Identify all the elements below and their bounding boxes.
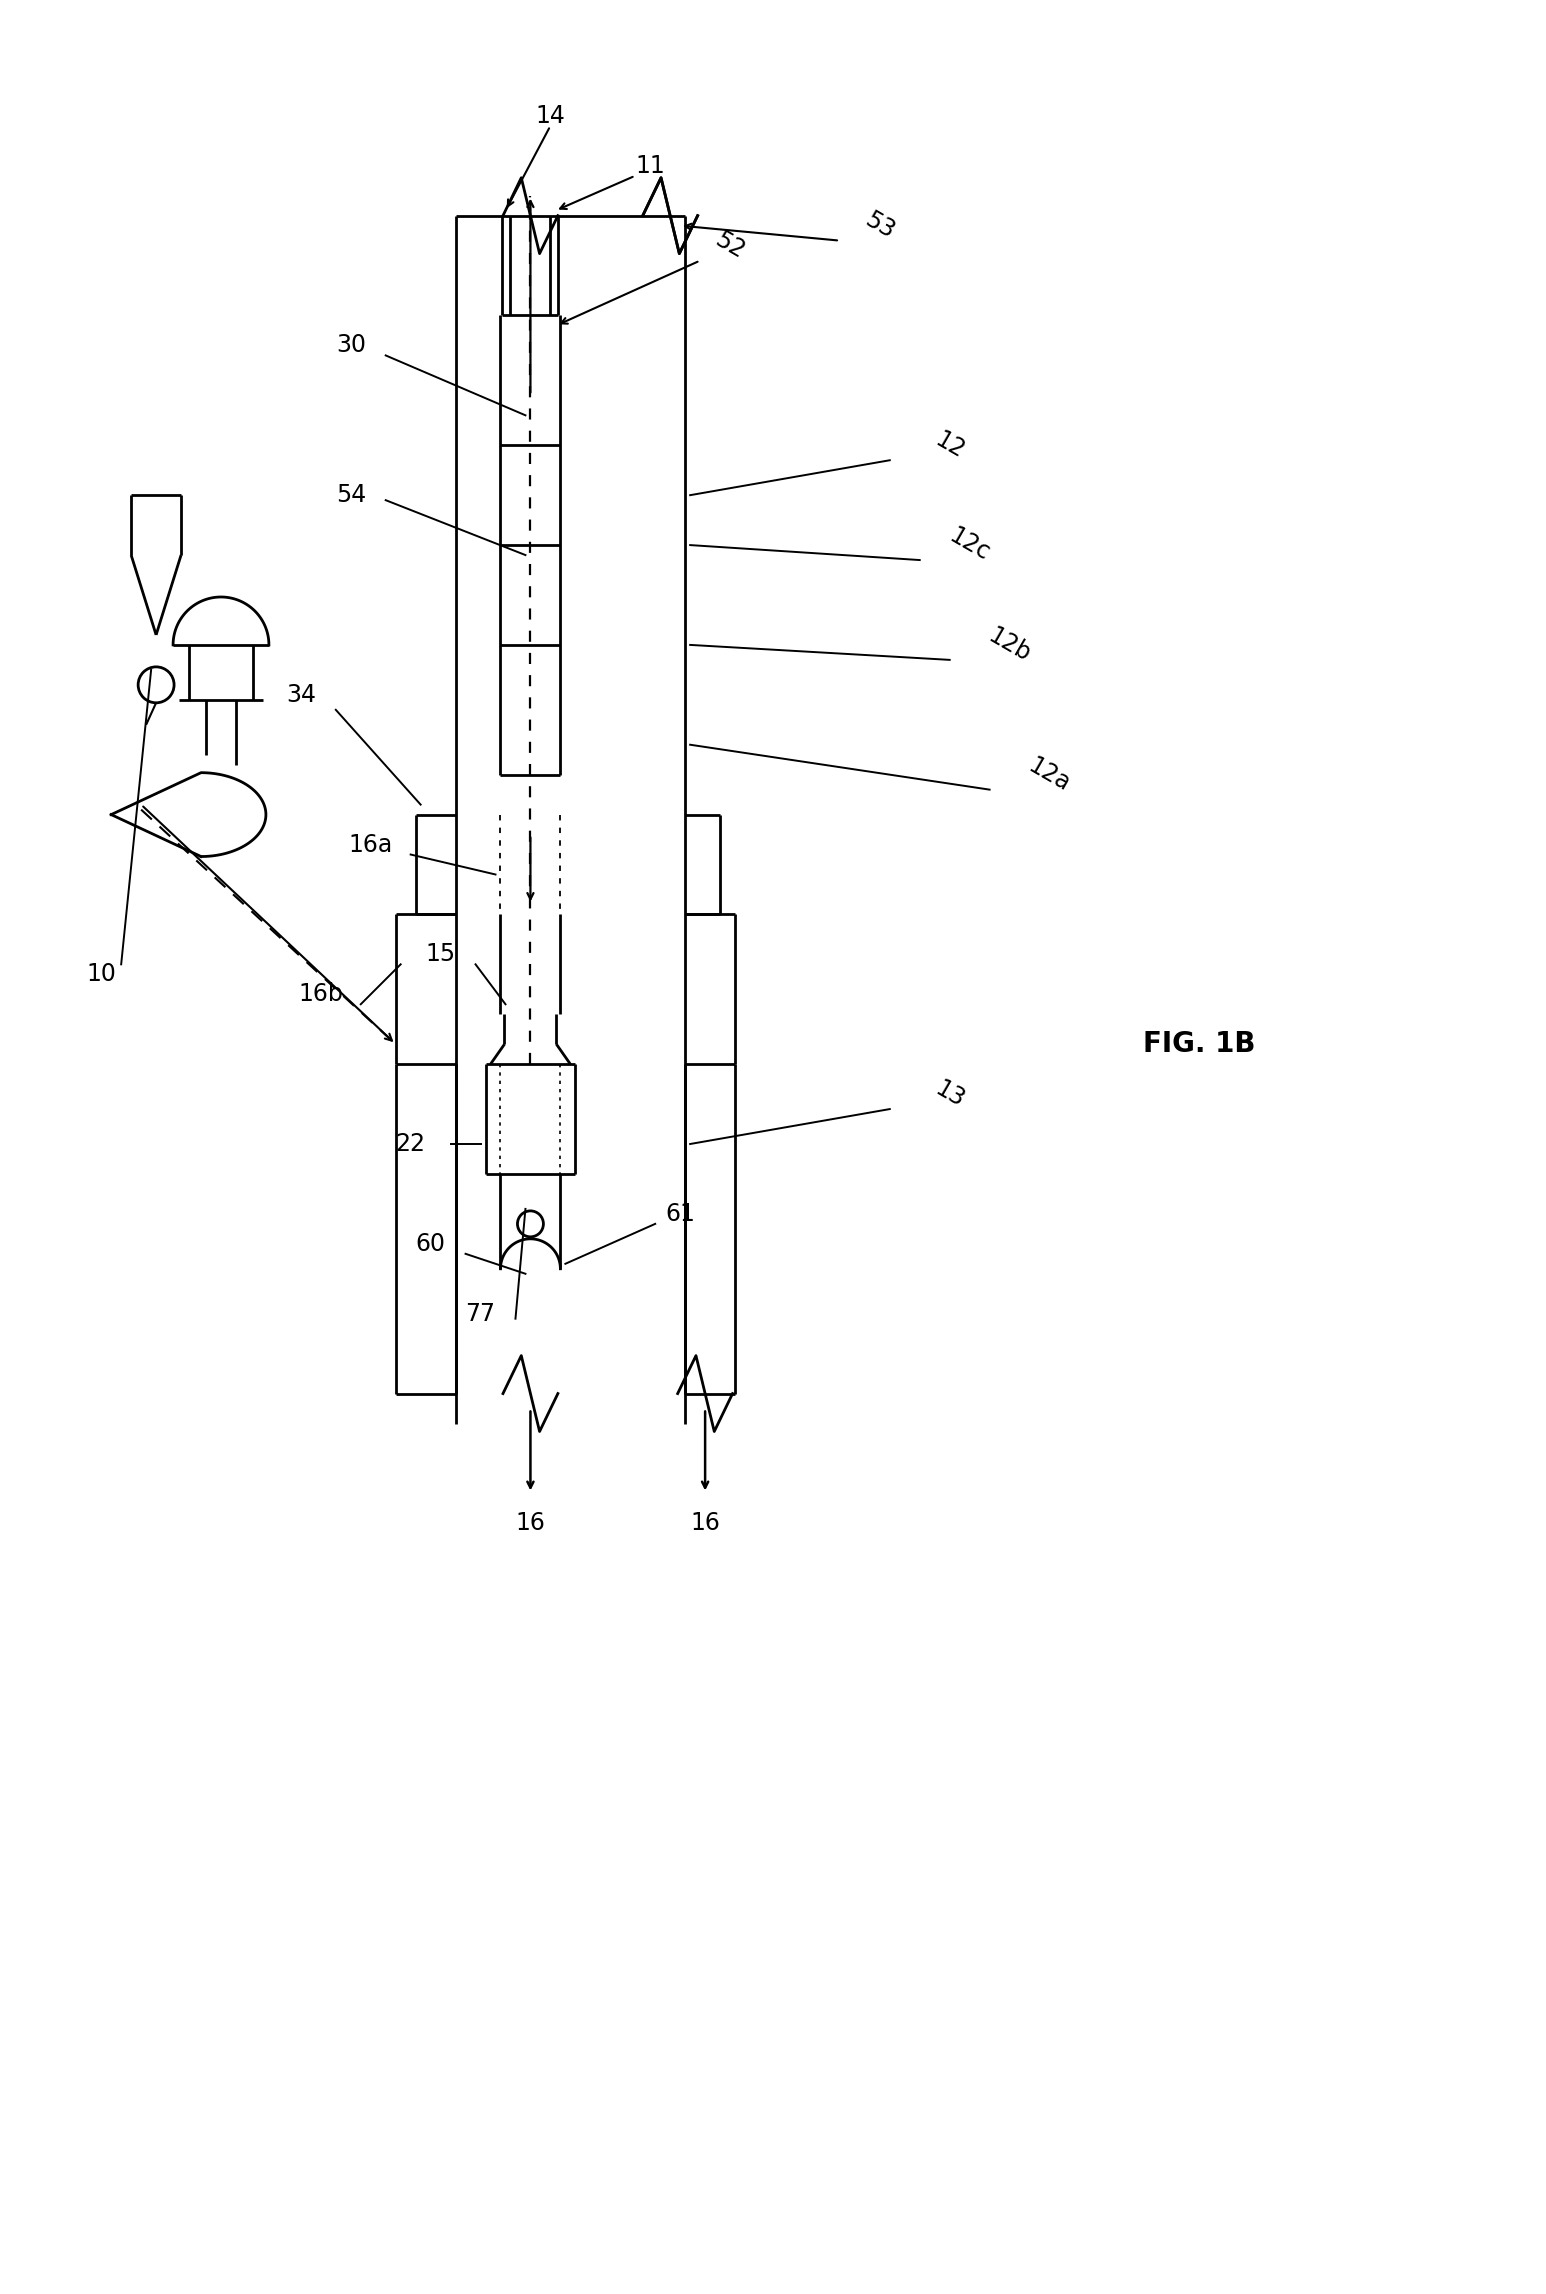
Text: 52: 52 [711, 227, 750, 264]
Text: 11: 11 [635, 154, 665, 177]
Text: 16: 16 [515, 1512, 546, 1535]
Text: 16a: 16a [348, 833, 393, 856]
Text: 13: 13 [931, 1076, 969, 1113]
Text: 34: 34 [286, 684, 315, 707]
Text: 12b: 12b [985, 624, 1034, 668]
Text: 54: 54 [335, 484, 366, 507]
Text: 16b: 16b [298, 982, 343, 1007]
Text: 12: 12 [931, 427, 969, 463]
Text: 60: 60 [416, 1232, 445, 1255]
Text: 12c: 12c [945, 523, 994, 567]
Text: 30: 30 [335, 333, 366, 358]
Text: 12a: 12a [1025, 752, 1074, 796]
Text: 16: 16 [690, 1512, 720, 1535]
Text: 53: 53 [861, 209, 898, 243]
Text: 15: 15 [425, 943, 456, 966]
Text: 22: 22 [396, 1131, 425, 1156]
Text: FIG. 1B: FIG. 1B [1142, 1030, 1255, 1058]
Text: 14: 14 [535, 103, 566, 128]
Text: 10: 10 [87, 961, 116, 986]
Text: 61: 61 [665, 1202, 696, 1225]
Text: 77: 77 [465, 1301, 496, 1326]
